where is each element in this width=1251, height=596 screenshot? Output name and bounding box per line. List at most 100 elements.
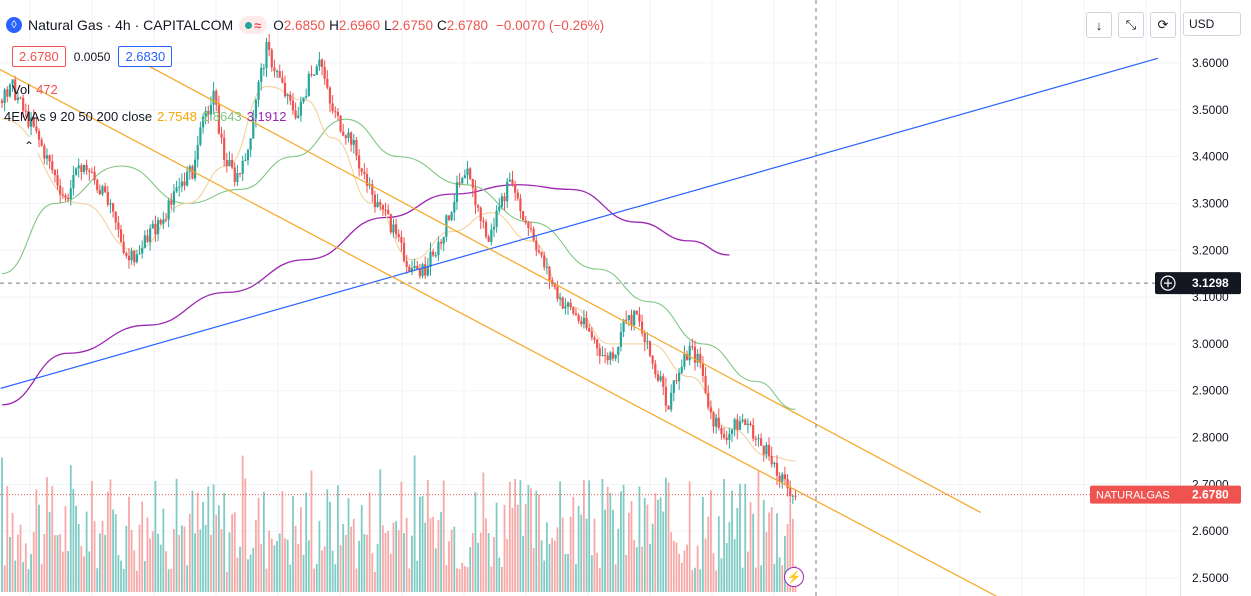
candle-body — [265, 41, 268, 68]
candle-body — [656, 374, 660, 381]
candle-body — [773, 462, 776, 465]
y-tick-label: 3.0000 — [1192, 337, 1229, 351]
volume-bar — [678, 553, 681, 592]
candle-body — [186, 171, 189, 186]
candle-body — [32, 117, 35, 127]
volume-bar — [471, 533, 474, 592]
last-price-tag — [1090, 485, 1241, 504]
candle-body — [352, 139, 355, 145]
volume-bar — [477, 542, 479, 592]
volume-bar — [389, 553, 392, 592]
volume-bar — [696, 545, 699, 592]
crosshair-price-text: 3.1298 — [1192, 276, 1229, 290]
volume-bar — [173, 529, 175, 592]
candle-body — [477, 205, 480, 208]
candle-body — [728, 433, 731, 440]
volume-bar — [508, 481, 511, 592]
market-open-dot-icon — [245, 21, 253, 29]
ema-legend[interactable]: 4EMAs 9 20 50 200 close 2.7548 2.8643 3.… — [4, 109, 286, 124]
candle-body — [90, 171, 94, 173]
flash-icon[interactable]: ⚡ — [784, 567, 804, 587]
candle-body — [19, 97, 22, 99]
y-tick-label: 2.9000 — [1192, 384, 1229, 398]
volume-bar — [773, 564, 776, 592]
candle-body — [249, 138, 252, 150]
candle-body — [633, 310, 636, 326]
candle-body — [675, 380, 678, 382]
volume-bar — [204, 524, 207, 592]
volume-bar — [757, 470, 760, 592]
collapse-legend-button[interactable]: ⌃ — [20, 137, 38, 155]
volume-bar — [183, 526, 186, 592]
candle-body — [320, 59, 324, 68]
candle-body — [442, 236, 445, 244]
volume-bar — [151, 531, 154, 592]
volume-bar — [363, 534, 366, 592]
candle-body — [543, 255, 546, 268]
candle-body — [64, 195, 67, 198]
volume-bar — [397, 530, 400, 592]
candle-body — [104, 186, 107, 193]
add-alert-plus-icon — [1160, 275, 1176, 291]
volume-bar — [699, 569, 702, 592]
symbol-legend[interactable]: ◊ Natural Gas · 4h · CAPITALCOM ≈ O2.685… — [6, 14, 604, 36]
volume-bar — [781, 565, 784, 592]
candle-body — [715, 417, 718, 427]
candle-body — [484, 221, 488, 237]
volume-bar — [40, 563, 43, 592]
volume-bar — [493, 536, 495, 592]
volume-bar — [159, 544, 162, 592]
candle-body — [654, 363, 657, 375]
candle-body — [572, 307, 575, 314]
volume-bar — [538, 494, 540, 592]
ohlc-high: H2.6960 — [329, 17, 381, 33]
candle-body — [101, 186, 104, 195]
volume-bar — [358, 540, 360, 592]
candle-body — [387, 209, 390, 215]
volume-legend[interactable]: Vol 472 — [12, 82, 58, 97]
ema-value-1: 2.7548 — [157, 109, 197, 124]
candle-body — [93, 171, 96, 181]
volume-bar — [133, 550, 136, 592]
volume-bar — [217, 505, 220, 592]
y-tick-label: 3.2000 — [1192, 243, 1229, 257]
volume-bar — [596, 552, 599, 592]
volume-bar — [609, 492, 612, 592]
buy-price-button[interactable]: 2.6830 — [118, 46, 173, 67]
candle-body — [500, 196, 504, 207]
candle-body — [693, 346, 697, 363]
volume-bar — [739, 483, 741, 592]
volume-bar — [67, 551, 70, 592]
candle-body — [51, 161, 54, 171]
reset-chart-button[interactable]: ⟳ — [1150, 12, 1176, 38]
scroll-to-latest-button[interactable]: ↓ — [1086, 12, 1112, 38]
volume-bar — [273, 545, 276, 592]
volume-bar — [564, 553, 567, 592]
candle-body — [231, 159, 234, 168]
volume-bar — [141, 501, 144, 592]
volume-bar — [784, 535, 786, 592]
candle-body — [511, 179, 514, 185]
volume-bar — [426, 479, 429, 592]
candle-body — [709, 407, 712, 413]
market-status-pill[interactable]: ≈ — [239, 16, 268, 34]
currency-selector[interactable]: USD — [1183, 12, 1241, 36]
candle-body — [625, 319, 628, 321]
candle-body — [270, 49, 273, 68]
symbol-title[interactable]: Natural Gas · 4h · CAPITALCOM — [28, 17, 234, 33]
volume-bar — [101, 520, 104, 592]
volume-bar — [791, 518, 794, 592]
candle-body — [421, 264, 424, 277]
candle-body — [556, 286, 559, 299]
volume-bar — [268, 530, 271, 592]
candle-body — [564, 306, 567, 309]
last-price-symbol: NATURALGAS — [1096, 490, 1170, 502]
volume-bar — [458, 568, 461, 592]
collapse-chart-button[interactable]: ⤡ — [1118, 12, 1144, 38]
candle-body — [294, 110, 297, 118]
sell-price-button[interactable]: 2.6780 — [12, 46, 66, 67]
volume-bar — [516, 504, 519, 592]
volume-bar — [463, 566, 466, 592]
ohlc-values: O2.6850 H2.6960 L2.6750 C2.6780 −0.0070 … — [273, 18, 604, 33]
